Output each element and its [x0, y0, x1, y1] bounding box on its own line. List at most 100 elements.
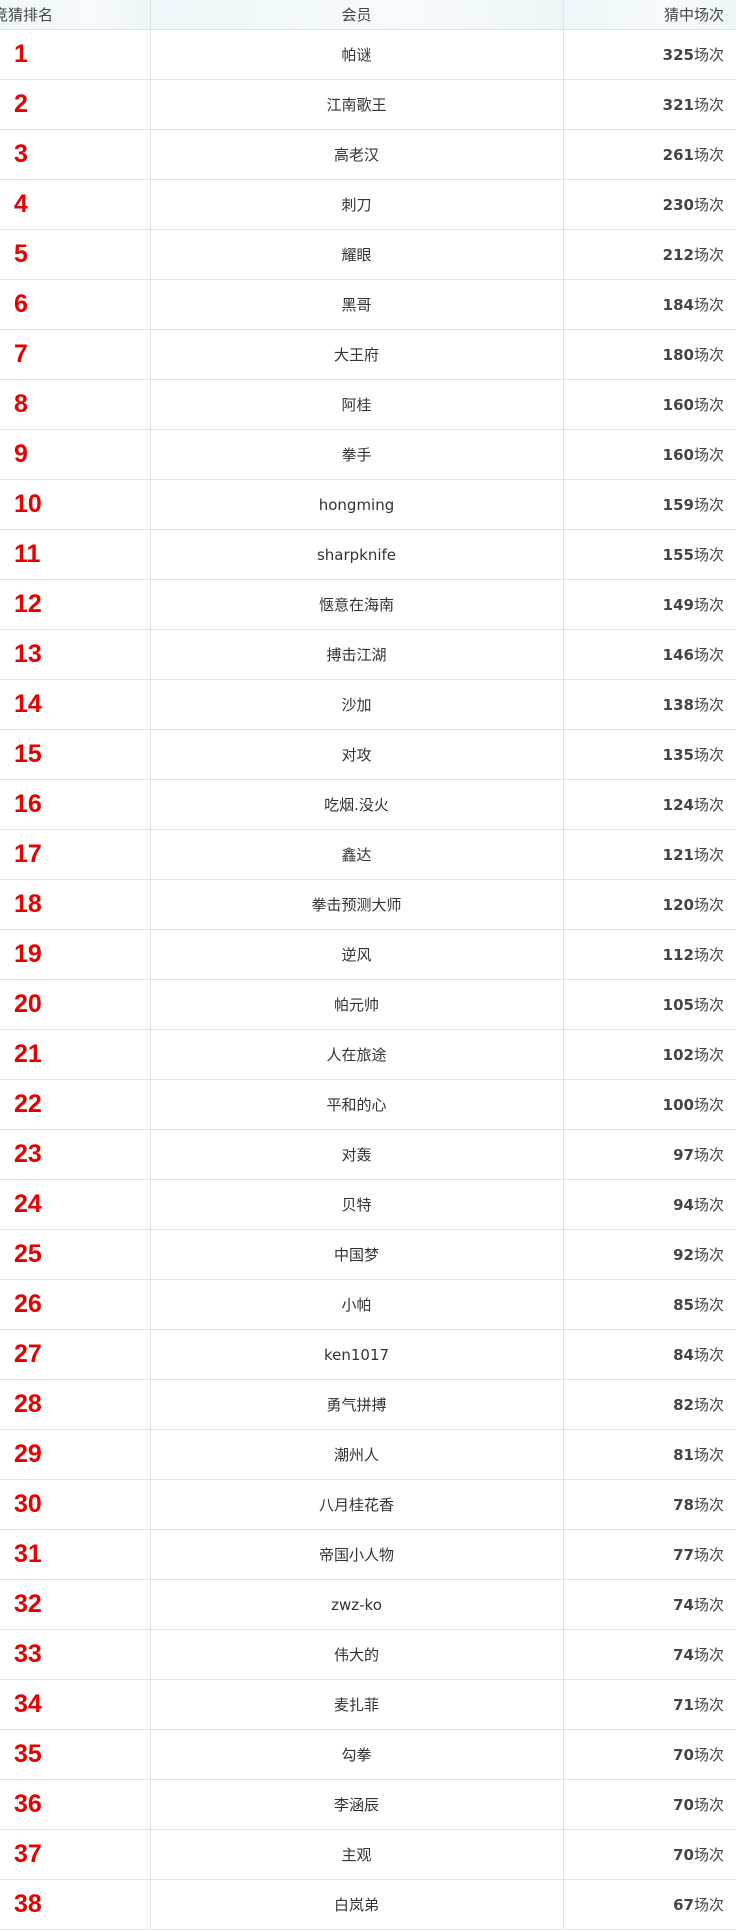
- member-name[interactable]: 鑫达: [150, 829, 564, 880]
- table-row: 30 八月桂花香 78场次: [0, 1479, 736, 1530]
- hits-count: 321: [662, 96, 694, 114]
- hits-unit: 场次: [693, 1196, 724, 1214]
- rank-cell: 26: [0, 1279, 151, 1330]
- member-name[interactable]: 拳手: [150, 429, 564, 480]
- rank-cell: 14: [0, 679, 151, 730]
- member-name[interactable]: 中国梦: [150, 1229, 564, 1280]
- table-row: 19 逆风 112场次: [0, 929, 736, 980]
- hits-unit: 场次: [693, 796, 724, 814]
- rank-cell: 3: [0, 129, 151, 180]
- hits-unit: 场次: [693, 846, 724, 864]
- hits-count: 112: [662, 946, 694, 964]
- member-name[interactable]: 逆风: [150, 929, 564, 980]
- rank-cell: 33: [0, 1629, 151, 1680]
- hits-count: 184: [662, 296, 694, 314]
- hits-count: 120: [662, 896, 694, 914]
- hits-cell: 124场次: [563, 779, 736, 830]
- rank-cell: 28: [0, 1379, 151, 1430]
- table-row: 26 小帕 85场次: [0, 1279, 736, 1330]
- member-name[interactable]: 平和的心: [150, 1079, 564, 1130]
- member-name[interactable]: 拳击预测大师: [150, 879, 564, 930]
- rank-cell: 25: [0, 1229, 151, 1280]
- rank-cell: 30: [0, 1479, 151, 1530]
- hits-unit: 场次: [693, 46, 724, 64]
- member-name[interactable]: 惬意在海南: [150, 579, 564, 630]
- member-name[interactable]: 吃烟.没火: [150, 779, 564, 830]
- member-name[interactable]: 耀眼: [150, 229, 564, 280]
- hits-cell: 120场次: [563, 879, 736, 930]
- hits-unit: 场次: [693, 1446, 724, 1464]
- member-name[interactable]: 李涵辰: [150, 1779, 564, 1830]
- member-name[interactable]: 主观: [150, 1829, 564, 1880]
- member-name[interactable]: 白岚弟: [150, 1879, 564, 1930]
- member-name[interactable]: 帝国小人物: [150, 1529, 564, 1580]
- member-name[interactable]: 大王府: [150, 329, 564, 380]
- rank-cell: 34: [0, 1679, 151, 1730]
- hits-count: 102: [662, 1046, 694, 1064]
- member-name[interactable]: 对攻: [150, 729, 564, 780]
- member-name[interactable]: 高老汉: [150, 129, 564, 180]
- hits-cell: 180场次: [563, 329, 736, 380]
- hits-count: 71: [673, 1696, 694, 1714]
- member-name[interactable]: 沙加: [150, 679, 564, 730]
- hits-unit: 场次: [693, 1896, 724, 1914]
- member-name[interactable]: hongming: [150, 479, 564, 530]
- hits-unit: 场次: [693, 1146, 724, 1164]
- member-name[interactable]: 帕谜: [150, 29, 564, 80]
- hits-cell: 105场次: [563, 979, 736, 1030]
- hits-unit: 场次: [693, 1396, 724, 1414]
- rank-cell: 10: [0, 479, 151, 530]
- rank-cell: 6: [0, 279, 151, 330]
- hits-unit: 场次: [693, 1096, 724, 1114]
- member-name[interactable]: 贝特: [150, 1179, 564, 1230]
- member-name[interactable]: 人在旅途: [150, 1029, 564, 1080]
- table-row: 33 伟大的 74场次: [0, 1629, 736, 1680]
- hits-cell: 74场次: [563, 1579, 736, 1630]
- member-name[interactable]: 小帕: [150, 1279, 564, 1330]
- rank-cell: 4: [0, 179, 151, 230]
- rank-cell: 7: [0, 329, 151, 380]
- hits-cell: 155场次: [563, 529, 736, 580]
- hits-unit: 场次: [693, 596, 724, 614]
- hits-cell: 184场次: [563, 279, 736, 330]
- hits-cell: 138场次: [563, 679, 736, 730]
- member-name[interactable]: 麦扎菲: [150, 1679, 564, 1730]
- member-name[interactable]: 潮州人: [150, 1429, 564, 1480]
- table-row: 37 主观 70场次: [0, 1829, 736, 1880]
- table-row: 34 麦扎菲 71场次: [0, 1679, 736, 1730]
- hits-cell: 146场次: [563, 629, 736, 680]
- member-name[interactable]: 勇气拼搏: [150, 1379, 564, 1430]
- hits-count: 92: [673, 1246, 694, 1264]
- hits-unit: 场次: [693, 296, 724, 314]
- table-row: 25 中国梦 92场次: [0, 1229, 736, 1280]
- table-row: 6 黑哥 184场次: [0, 279, 736, 330]
- member-name[interactable]: sharpknife: [150, 529, 564, 580]
- member-name[interactable]: 刺刀: [150, 179, 564, 230]
- hits-count: 70: [673, 1746, 694, 1764]
- hits-count: 149: [662, 596, 694, 614]
- table-row: 14 沙加 138场次: [0, 679, 736, 730]
- rank-cell: 23: [0, 1129, 151, 1180]
- hits-unit: 场次: [693, 946, 724, 964]
- member-name[interactable]: 搏击江湖: [150, 629, 564, 680]
- member-name[interactable]: 八月桂花香: [150, 1479, 564, 1530]
- member-name[interactable]: 阿桂: [150, 379, 564, 430]
- table-row: 1 帕谜 325场次: [0, 29, 736, 80]
- hits-unit: 场次: [693, 496, 724, 514]
- member-name[interactable]: ken1017: [150, 1329, 564, 1380]
- hits-unit: 场次: [693, 1796, 724, 1814]
- rank-cell: 21: [0, 1029, 151, 1080]
- hits-unit: 场次: [693, 996, 724, 1014]
- hits-count: 160: [662, 446, 694, 464]
- hits-count: 78: [673, 1496, 694, 1514]
- member-name[interactable]: 伟大的: [150, 1629, 564, 1680]
- member-name[interactable]: 江南歌王: [150, 79, 564, 130]
- header-hits: 猜中场次: [563, 0, 736, 30]
- member-name[interactable]: 勾拳: [150, 1729, 564, 1780]
- member-name[interactable]: 帕元帅: [150, 979, 564, 1030]
- member-name[interactable]: 对轰: [150, 1129, 564, 1180]
- hits-count: 261: [662, 146, 694, 164]
- member-name[interactable]: 黑哥: [150, 279, 564, 330]
- member-name[interactable]: zwz-ko: [150, 1579, 564, 1630]
- hits-unit: 场次: [693, 96, 724, 114]
